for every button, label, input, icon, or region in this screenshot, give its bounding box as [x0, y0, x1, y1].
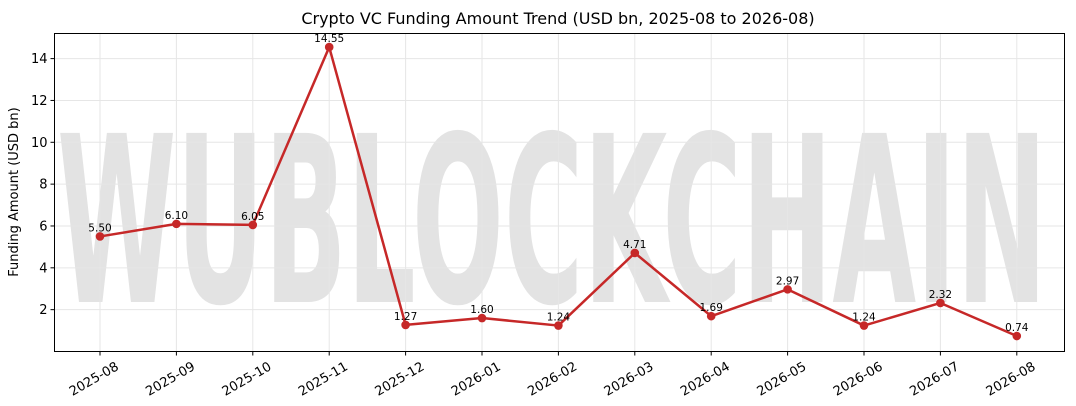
data-label: 1.69 — [700, 302, 723, 314]
data-point — [401, 320, 410, 330]
data-label: 1.24 — [852, 312, 876, 324]
data-point — [783, 285, 792, 294]
x-tick-label: 2025-10 — [220, 359, 275, 399]
x-tick-label: 2025-12 — [373, 359, 428, 399]
data-series — [95, 42, 1022, 341]
y-tick-label: 4 — [39, 261, 47, 276]
y-tick-label: 2 — [39, 303, 47, 318]
data-label: 1.24 — [547, 312, 571, 324]
x-tick-label: 2025-08 — [67, 359, 122, 399]
data-point — [1012, 331, 1022, 341]
y-tick-label: 14 — [31, 52, 48, 67]
grid — [54, 33, 1065, 352]
data-label: 1.27 — [394, 311, 417, 323]
x-tick-label: 2026-02 — [525, 359, 580, 399]
x-tick-label: 2026-04 — [678, 359, 733, 399]
axes — [54, 33, 1065, 352]
watermark-text: WUBLOCKCHAIN — [57, 87, 1047, 357]
data-point — [324, 42, 334, 52]
data-label: 4.71 — [623, 239, 646, 251]
data-label: 0.74 — [1005, 322, 1029, 334]
x-tick-label: 2026-08 — [984, 359, 1039, 399]
watermark: WUBLOCKCHAIN — [57, 87, 1047, 357]
y-tick-label: 6 — [39, 219, 47, 234]
chart-title: Crypto VC Funding Amount Trend (USD bn, … — [301, 9, 814, 28]
x-tick-label: 2026-06 — [831, 359, 886, 399]
x-tick-label: 2026-03 — [602, 359, 657, 399]
x-tick-label: 2026-05 — [755, 359, 810, 399]
data-point — [95, 232, 105, 241]
data-point — [706, 311, 716, 321]
data-point — [477, 313, 487, 323]
data-point — [172, 219, 181, 229]
x-tick-label: 2026-01 — [449, 359, 504, 399]
data-label: 6.05 — [241, 211, 264, 223]
y-tick-label: 12 — [31, 94, 48, 109]
data-label: 14.55 — [314, 33, 344, 45]
y-tick-label: 8 — [39, 178, 47, 193]
data-point — [630, 248, 640, 258]
data-label: 2.97 — [776, 275, 799, 287]
data-point — [554, 321, 563, 330]
x-tick-label: 2026-07 — [907, 359, 962, 399]
y-tick-label: 10 — [31, 136, 48, 151]
x-axis-ticks: 2025-08 2025-09 2025-10 2025-11 2025-12 2026-… — [67, 351, 1039, 400]
data-point — [859, 321, 869, 330]
x-tick-label: 2025-11 — [296, 359, 351, 399]
plot-frame — [54, 33, 1065, 352]
data-label: 6.10 — [165, 210, 188, 222]
data-point — [248, 220, 258, 230]
y-axis-ticks: 2 4 6 8 10 12 14 — [31, 52, 55, 318]
y-axis-label: Funding Amount (USD bn) — [7, 107, 22, 277]
data-labels: 5.50 6.10 6.05 14.55 1.27 1.60 1.24 4.71 1.69 2.9… — [88, 33, 1028, 334]
data-point — [936, 298, 945, 308]
data-label: 1.60 — [470, 304, 493, 316]
data-label: 2.32 — [929, 289, 952, 301]
x-tick-label: 2025-09 — [143, 359, 198, 399]
data-label: 5.50 — [88, 222, 111, 234]
